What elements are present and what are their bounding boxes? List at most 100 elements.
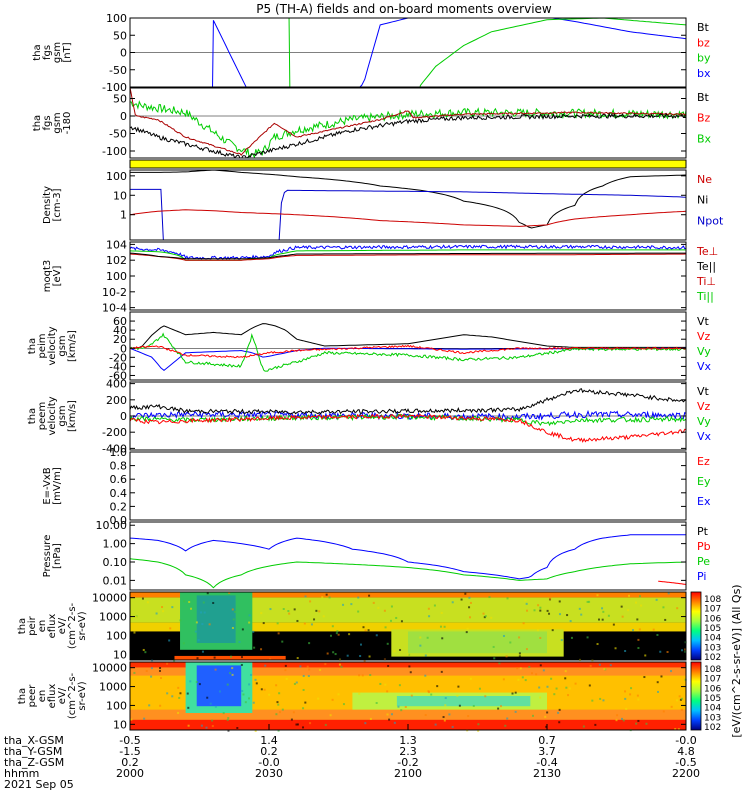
- y-tick-label: 10000: [92, 592, 127, 605]
- spectrogram-speckle: [594, 723, 597, 726]
- spectrogram-speckle: [226, 719, 229, 722]
- spectrogram-speckle: [395, 616, 398, 619]
- spectrogram-speckle: [598, 663, 601, 666]
- series-line: [658, 580, 686, 585]
- colorbar-strip: [690, 591, 702, 661]
- spectrogram-speckle: [338, 663, 341, 666]
- spectrogram-speckle: [179, 619, 182, 622]
- spectrogram-speckle: [150, 675, 153, 678]
- spectrogram-speckle: [361, 674, 364, 677]
- spectrogram-speckle: [249, 673, 252, 676]
- spectrogram-speckle: [390, 605, 393, 608]
- spectrogram-speckle: [231, 673, 234, 676]
- spectrogram-speckle: [196, 657, 199, 660]
- spectrogram-speckle: [387, 664, 390, 667]
- series-line: [130, 413, 686, 443]
- y-axis-label: tha: [27, 338, 38, 354]
- spectrogram-speckle: [331, 625, 334, 628]
- spectrogram-speckle: [643, 676, 646, 679]
- time-axis: -0.5 1.4 1.3 0.7 -0.0-1.5 0.2 2.3 3.7 4.80.2 -0.0…: [4, 724, 700, 791]
- spectrogram-speckle: [681, 649, 684, 652]
- spectrogram-speckle: [598, 618, 601, 621]
- y-tick-label: 0: [120, 410, 127, 423]
- spectrogram-speckle: [407, 653, 410, 656]
- spectrogram-speckle: [287, 610, 290, 613]
- legend-entry: Pt: [697, 525, 709, 538]
- spectrogram-speckle: [346, 654, 349, 657]
- y-axis-label: eV/: [57, 687, 68, 704]
- spectrogram-speckle: [637, 698, 640, 701]
- spectrogram-speckle: [198, 683, 201, 686]
- spectrogram-speckle: [201, 650, 204, 653]
- x-tick-label: 3.7: [538, 745, 556, 758]
- spectrogram-speckle: [295, 723, 298, 726]
- spectrogram-speckle: [278, 692, 281, 695]
- spectrogram-speckle: [424, 654, 427, 657]
- y-axis-label: E=-VxB: [42, 467, 53, 504]
- spectrogram-speckle: [206, 696, 209, 699]
- spectrogram-speckle: [276, 701, 279, 704]
- series-line: [130, 409, 686, 421]
- spectrogram-speckle: [464, 592, 467, 595]
- spectrogram-speckle: [565, 686, 568, 689]
- spectrogram-speckle: [328, 596, 331, 599]
- spectrogram-speckle: [358, 674, 361, 677]
- spectrogram-speckle: [146, 601, 149, 604]
- y-axis-label: tha: [27, 408, 38, 424]
- x-axis-row-label: tha_Z-GSM: [4, 756, 64, 769]
- spectrogram-speckle: [460, 598, 463, 601]
- spectrogram-speckle: [262, 622, 265, 625]
- series-line: [130, 88, 686, 157]
- spectrogram-speckle: [322, 615, 325, 618]
- spectrogram-speckle: [317, 697, 320, 700]
- spectrogram-speckle: [426, 636, 429, 639]
- legend-entry: Ex: [697, 495, 711, 508]
- legend-entry: Bz: [697, 112, 711, 125]
- spectrogram-speckle: [195, 621, 198, 624]
- spectrogram-speckle: [313, 618, 316, 621]
- spectrogram-speckle: [568, 687, 571, 690]
- spectrogram-speckle: [638, 595, 641, 598]
- spectrogram-speckle: [517, 678, 520, 681]
- spectrogram-speckle: [336, 630, 339, 633]
- spectrogram-speckle: [588, 600, 591, 603]
- spectrogram-speckle: [621, 615, 624, 618]
- spectrogram-speckle: [502, 634, 505, 637]
- colorbar-tick-label: 103: [704, 643, 721, 653]
- spectrogram-speckle: [516, 667, 519, 670]
- spectrogram-speckle: [609, 664, 612, 667]
- spectrogram-speckle: [269, 608, 272, 611]
- spectrogram-speckle: [542, 669, 545, 672]
- colorbar-tick-label: 108: [704, 665, 721, 675]
- spectrogram-speckle: [655, 598, 658, 601]
- y-tick-label: 0.2: [110, 500, 128, 513]
- spectrogram-speckle: [457, 685, 460, 688]
- spectrogram-speckle: [248, 683, 251, 686]
- y-tick-label: 1.00: [103, 538, 128, 551]
- spectrogram-speckle: [514, 691, 517, 694]
- spectrogram-speckle: [205, 726, 208, 729]
- spectrogram-speckle: [524, 599, 527, 602]
- spectrogram-speckle: [645, 722, 648, 725]
- series-line: [130, 558, 686, 589]
- colorbar-tick-label: 107: [704, 675, 721, 685]
- spectrogram-speckle: [230, 655, 233, 658]
- spectrogram-speckle: [159, 704, 162, 707]
- spectrogram-speckle: [321, 596, 324, 599]
- spectrogram-speckle: [602, 699, 605, 702]
- spectrogram-speckle: [650, 638, 653, 641]
- spectrogram-speckle: [195, 681, 198, 684]
- spectrogram-speckle: [182, 642, 185, 645]
- spectrogram-speckle: [357, 610, 360, 613]
- spectrogram-speckle: [315, 609, 318, 612]
- y-tick-label: -100: [102, 81, 127, 94]
- spectrogram-speckle: [214, 668, 217, 671]
- spectrogram-speckle: [439, 625, 442, 628]
- spectrogram-speckle: [545, 725, 548, 728]
- x-tick-label: 2100: [394, 767, 422, 780]
- spectrogram-speckle: [518, 652, 521, 655]
- spectrogram-speckle: [345, 640, 348, 643]
- spectrogram-speckle: [163, 649, 166, 652]
- spectrogram-speckle: [231, 626, 234, 629]
- spectrogram-speckle: [612, 623, 615, 626]
